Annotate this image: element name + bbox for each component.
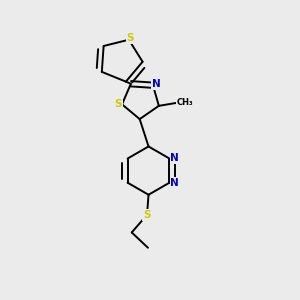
- Text: S: S: [115, 99, 122, 110]
- Text: N: N: [152, 79, 161, 89]
- Text: N: N: [170, 178, 179, 188]
- Text: CH₃: CH₃: [176, 98, 193, 107]
- Text: N: N: [170, 153, 179, 163]
- Text: S: S: [127, 33, 134, 43]
- Text: S: S: [143, 210, 151, 220]
